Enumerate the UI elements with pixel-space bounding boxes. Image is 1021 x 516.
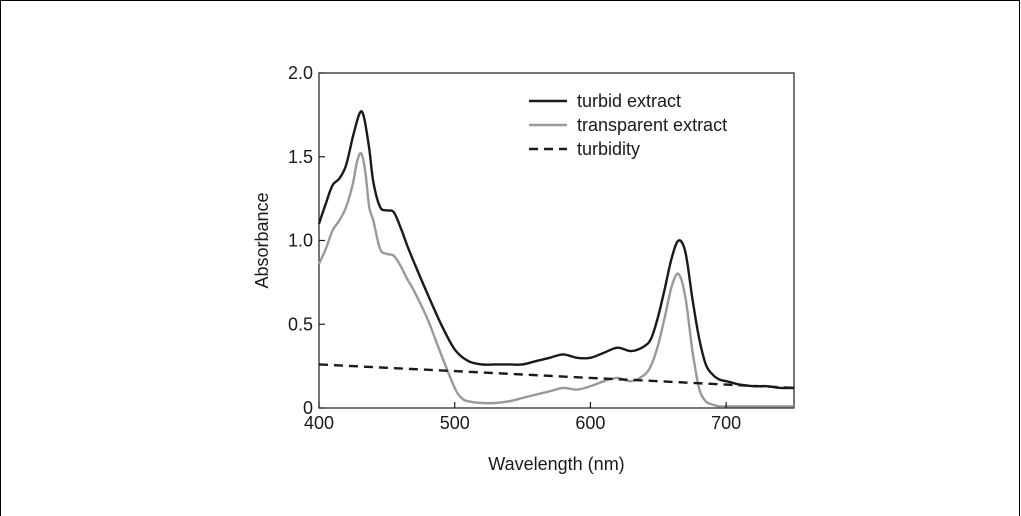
x-tick-label: 500 [440, 413, 470, 433]
x-tick-label: 400 [304, 413, 334, 433]
y-axis-label: Absorbance [252, 192, 272, 288]
y-tick-label: 0 [303, 398, 313, 418]
y-tick-label: 2.0 [288, 63, 313, 83]
legend-label: turbidity [577, 139, 640, 159]
legend-label: transparent extract [577, 115, 727, 135]
series-layer [317, 110, 795, 408]
ticks-layer: 400 500 600 700 0 0.5 1.0 1.5 2.0 [288, 63, 741, 433]
x-axis-label: Wavelength (nm) [488, 454, 624, 474]
x-tick-label: 700 [711, 413, 741, 433]
series-line-transparent-extract [317, 151, 794, 408]
y-tick-label: 1.5 [288, 147, 313, 167]
x-tick-label: 600 [575, 413, 605, 433]
legend-label: turbid extract [577, 91, 681, 111]
plot-area: 400 500 600 700 0 0.5 1.0 1.5 2.0 [288, 63, 795, 433]
y-tick-label: 0.5 [288, 314, 313, 334]
y-tick-label: 1.0 [288, 231, 313, 251]
series-line-turbid-extract [317, 110, 795, 390]
series-line-turbidity [318, 363, 795, 390]
legend: turbid extract transparent extract turbidi… [529, 91, 727, 159]
